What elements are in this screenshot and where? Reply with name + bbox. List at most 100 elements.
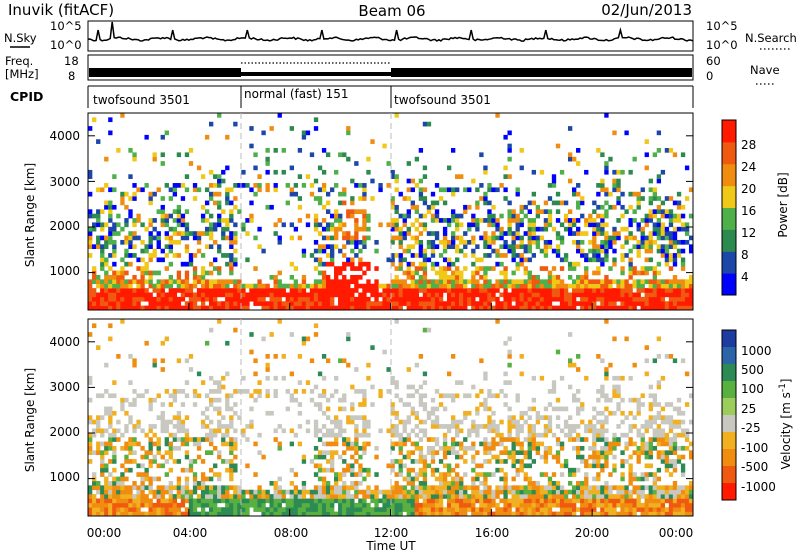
velocity-cell xyxy=(616,424,621,429)
velocity-cell xyxy=(217,428,222,434)
velocity-cell xyxy=(386,507,391,512)
power-cell xyxy=(604,231,609,236)
power-cell xyxy=(483,231,488,236)
velocity-cell xyxy=(547,476,553,482)
power-cell xyxy=(213,279,218,285)
power-cell xyxy=(515,253,520,258)
power-cell xyxy=(584,283,589,289)
power-cell xyxy=(188,283,194,289)
power-cell xyxy=(342,283,347,289)
velocity-cell xyxy=(551,384,557,390)
power-cell xyxy=(354,161,359,166)
power-cell xyxy=(426,239,432,245)
power-cell xyxy=(184,279,190,285)
power-cell xyxy=(604,213,609,219)
velocity-cell xyxy=(108,406,113,412)
velocity-cell xyxy=(104,450,109,456)
power-cell xyxy=(656,204,662,210)
velocity-cell xyxy=(640,507,645,512)
power-cell xyxy=(652,231,657,236)
velocity-cell xyxy=(225,393,230,399)
velocity-cell xyxy=(394,511,399,517)
velocity-cell xyxy=(338,358,343,364)
power-cell xyxy=(338,248,343,254)
power-cell xyxy=(563,253,569,258)
power-cell xyxy=(636,296,641,302)
velocity-cell xyxy=(676,432,682,438)
velocity-cell xyxy=(233,485,238,491)
power-cell xyxy=(398,231,403,236)
velocity-cell xyxy=(285,507,290,512)
velocity-cell xyxy=(527,511,532,517)
velocity-cell xyxy=(636,494,641,499)
velocity-cell xyxy=(555,454,561,460)
velocity-cell xyxy=(422,371,428,377)
power-cell xyxy=(499,270,504,276)
velocity-cell xyxy=(515,498,520,504)
power-cell xyxy=(398,235,403,241)
velocity-cell xyxy=(410,406,415,412)
power-cell xyxy=(136,266,141,271)
power-cell xyxy=(406,261,411,267)
power-cell xyxy=(100,244,105,250)
power-cell xyxy=(567,266,573,271)
velocity-cell xyxy=(108,494,113,499)
power-cell xyxy=(640,266,645,271)
power-cell xyxy=(628,288,633,293)
velocity-cell xyxy=(487,389,492,394)
power-cell xyxy=(317,248,323,254)
velocity-cell xyxy=(104,511,109,517)
power-cell xyxy=(539,226,545,232)
power-cell xyxy=(648,283,653,289)
power-cell xyxy=(660,283,666,289)
velocity-cell xyxy=(455,480,460,486)
power-cell xyxy=(241,183,246,188)
power-cell xyxy=(410,187,415,193)
velocity-cell xyxy=(297,354,303,359)
velocity-cell xyxy=(120,319,125,324)
velocity-cell xyxy=(446,494,452,499)
power-cell xyxy=(317,196,323,201)
power-cell xyxy=(386,283,391,289)
power-cell xyxy=(213,239,218,245)
power-cell xyxy=(652,305,657,311)
power-cell xyxy=(301,134,307,140)
velocity-cell xyxy=(386,494,391,499)
power-cell xyxy=(438,301,444,306)
velocity-cell xyxy=(273,437,278,442)
power-cell xyxy=(200,279,206,285)
power-cell xyxy=(309,292,315,298)
power-cell xyxy=(624,226,629,232)
power-cell xyxy=(354,274,359,280)
power-cell xyxy=(257,283,262,289)
velocity-cell xyxy=(511,485,516,491)
velocity-cell xyxy=(301,459,307,464)
power-cell xyxy=(576,148,581,153)
velocity-cell xyxy=(313,454,319,460)
power-cell xyxy=(204,218,210,223)
power-cell xyxy=(204,296,210,302)
power-cell xyxy=(487,209,492,214)
velocity-cell xyxy=(463,393,468,399)
power-cell xyxy=(471,253,476,258)
freq-label-line1: Freq. xyxy=(5,54,33,68)
velocity-cell xyxy=(519,485,524,491)
velocity-cell xyxy=(374,507,379,512)
velocity-colorbar-swatch xyxy=(722,381,736,399)
velocity-cell xyxy=(330,450,335,456)
power-cell xyxy=(88,301,93,306)
velocity-cell xyxy=(668,463,674,469)
power-cell xyxy=(636,239,641,245)
power-cell xyxy=(374,305,379,311)
power-cell xyxy=(313,288,319,293)
power-cell xyxy=(325,235,331,241)
power-cell xyxy=(434,209,440,214)
velocity-cell xyxy=(507,450,512,456)
power-cell xyxy=(567,301,573,306)
velocity-cell xyxy=(160,340,165,346)
power-cell xyxy=(608,156,613,162)
power-cell xyxy=(309,301,315,306)
velocity-cell xyxy=(588,428,593,434)
velocity-cell xyxy=(245,389,250,394)
